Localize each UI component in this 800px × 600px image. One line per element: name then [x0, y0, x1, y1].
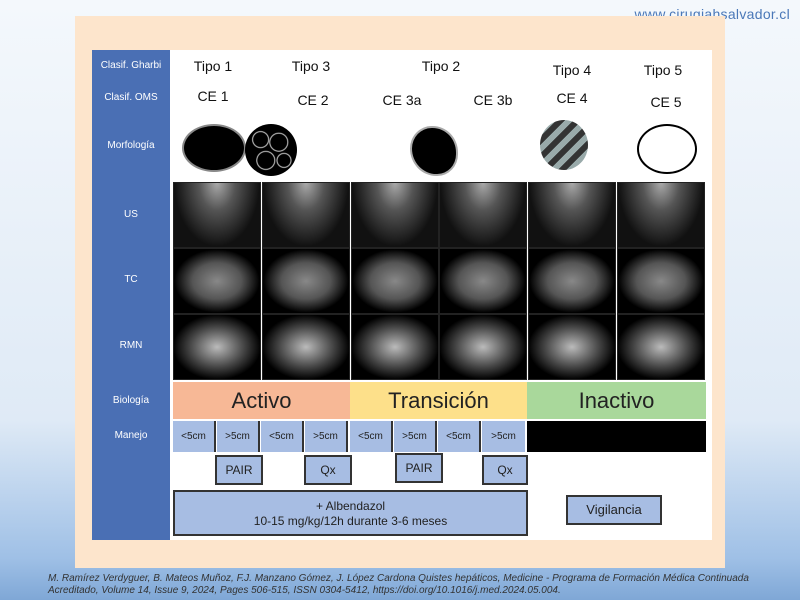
gharbi-tipo4: Tipo 4 [552, 62, 592, 78]
pair-box: PAIR [395, 453, 443, 483]
albendazol-box: + Albendazol 10-15 mg/kg/12h durante 3-6… [173, 490, 528, 536]
label-us: US [124, 209, 138, 220]
albendazol-title: + Albendazol [315, 499, 386, 513]
label-gharbi: Clasif. Gharbi [100, 60, 162, 71]
label-oms: Clasif. OMS [104, 92, 158, 103]
rmn-image [439, 314, 528, 380]
tc-image [350, 248, 439, 314]
tc-image [439, 248, 528, 314]
manejo-size: <5cm [173, 421, 216, 452]
tc-image [261, 248, 350, 314]
us-image [528, 182, 617, 248]
rmn-image [173, 314, 261, 380]
morphology-ce3-detached-membrane [410, 126, 458, 176]
qx-box: Qx [482, 455, 528, 485]
citation-line2: Acreditado, Volume 14, Issue 9, 2024, Pa… [48, 585, 561, 596]
oms-ce2: CE 2 [297, 92, 329, 108]
albendazol-dose: 10-15 mg/kg/12h durante 3-6 meses [253, 514, 448, 528]
label-morfologia: Morfología [107, 140, 155, 151]
gharbi-tipo3: Tipo 3 [291, 58, 331, 74]
rmn-image [350, 314, 439, 380]
biologia-inactivo: Inactivo [527, 382, 706, 419]
oms-ce3a: CE 3a [382, 92, 422, 108]
tc-image [617, 248, 705, 314]
rmn-image [528, 314, 617, 380]
rmn-image [617, 314, 705, 380]
morphology-ce4-heterogeneous [540, 120, 588, 170]
oms-ce4: CE 4 [556, 90, 588, 106]
manejo-inactivo-blank [527, 421, 706, 452]
biologia-activo: Activo [173, 382, 350, 419]
us-image [439, 182, 528, 248]
us-image [261, 182, 350, 248]
manejo-size: <5cm [261, 421, 304, 452]
rmn-image [261, 314, 350, 380]
manejo-size: >5cm [394, 421, 437, 452]
gharbi-tipo1: Tipo 1 [193, 58, 233, 74]
us-image [350, 182, 439, 248]
qx-box: Qx [304, 455, 352, 485]
morphology-ce2-multivesicular [245, 124, 297, 176]
oms-ce5: CE 5 [650, 94, 682, 110]
row-label-column [92, 50, 170, 540]
gharbi-tipo2: Tipo 2 [421, 58, 461, 74]
oms-ce3b: CE 3b [473, 92, 513, 108]
label-rmn: RMN [119, 340, 143, 351]
manejo-size: >5cm [305, 421, 348, 452]
manejo-size: <5cm [438, 421, 481, 452]
tc-image [173, 248, 261, 314]
tc-image [528, 248, 617, 314]
us-image [173, 182, 261, 248]
pair-box: PAIR [215, 455, 263, 485]
manejo-size: <5cm [350, 421, 393, 452]
morphology-ce1-cyst [182, 124, 246, 172]
vigilancia-box: Vigilancia [566, 495, 662, 525]
citation: M. Ramírez Verdyguer, B. Mateos Muñoz, F… [48, 573, 749, 597]
us-image [617, 182, 705, 248]
citation-line1: M. Ramírez Verdyguer, B. Mateos Muñoz, F… [48, 573, 749, 584]
biologia-transicion: Transición [350, 382, 527, 419]
morphology-ce5-calcified-wall [637, 124, 697, 174]
label-tc: TC [124, 274, 138, 285]
manejo-size: >5cm [217, 421, 260, 452]
gharbi-tipo5: Tipo 5 [643, 62, 683, 78]
label-manejo: Manejo [114, 430, 148, 441]
manejo-size: >5cm [482, 421, 525, 452]
oms-ce1: CE 1 [197, 88, 229, 104]
label-biologia: Biología [112, 395, 150, 406]
